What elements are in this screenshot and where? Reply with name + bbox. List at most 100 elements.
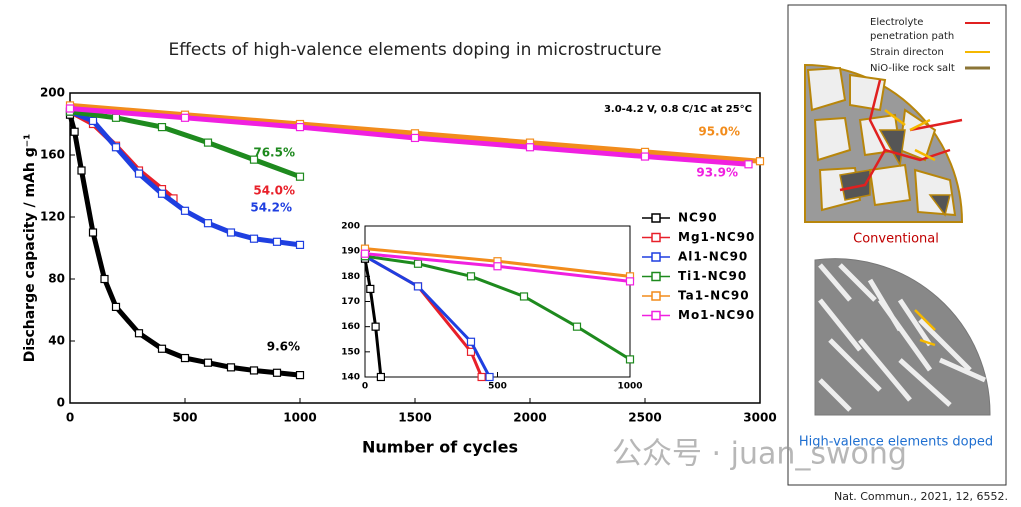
retention-label: 9.6% (267, 340, 300, 354)
legend-marker (651, 252, 661, 262)
data-point (203, 358, 213, 367)
legend-marker (651, 291, 661, 301)
data-point (477, 372, 486, 382)
y-tick-label: 160 (341, 322, 360, 332)
data-point (134, 169, 144, 178)
x-tick-label: 500 (172, 411, 197, 425)
x-tick-label: 1500 (398, 411, 431, 425)
x-tick-label: 0 (362, 382, 368, 392)
data-point (226, 228, 236, 237)
legend-label: Ta1-NC90 (678, 289, 750, 303)
data-point (413, 259, 423, 268)
retention-label: 54.0% (253, 184, 295, 198)
conventional-particle (804, 63, 964, 223)
data-point (88, 228, 98, 237)
retention-label: 93.9% (696, 166, 738, 180)
y-tick-label: 80 (48, 272, 65, 286)
y-tick-label: 180 (341, 272, 360, 282)
series-line (69, 109, 301, 180)
data-point (88, 116, 98, 126)
diagram-legend-label: NiO-like rock salt (870, 63, 955, 74)
retention-label: 95.0% (698, 125, 740, 139)
data-point (77, 166, 86, 175)
data-point (134, 329, 144, 338)
series-line (363, 258, 383, 378)
x-tick-label: 1000 (617, 382, 642, 392)
data-point (65, 104, 75, 113)
diagram-legend-line: penetration path (870, 31, 954, 42)
retention-label: 54.2% (250, 201, 292, 215)
data-point (157, 189, 167, 198)
data-point (70, 127, 79, 136)
data-point (493, 262, 502, 271)
data-point (180, 353, 190, 363)
inset-frame (364, 225, 631, 378)
annotation: 3.0-4.2 V, 0.8 C/1C at 25°C (604, 104, 752, 115)
legend-label: NC90 (678, 211, 718, 225)
y-tick-label: 200 (40, 86, 65, 100)
data-point (272, 237, 282, 246)
y-tick-label: 150 (341, 347, 360, 357)
data-point (466, 337, 476, 346)
x-tick-label: 2500 (628, 411, 661, 425)
x-tick-label: 0 (66, 411, 74, 425)
data-point (249, 366, 259, 375)
data-point (272, 368, 282, 377)
y-tick-label: 140 (341, 373, 360, 383)
x-tick-label: 3000 (743, 411, 776, 425)
caption: Conventional (853, 232, 939, 247)
diagram-legend-line: Electrolyte (870, 17, 923, 28)
legend-label: Mg1-NC90 (678, 230, 755, 244)
doped-particle (814, 258, 991, 416)
x-tick-label: 2000 (513, 411, 546, 425)
data-point (371, 322, 380, 331)
data-point (157, 344, 167, 353)
data-point (295, 240, 305, 249)
data-point (466, 347, 476, 356)
diagram-legend-label: Electrolyte penetration path (870, 17, 954, 42)
data-point (360, 249, 370, 258)
data-point (111, 302, 121, 311)
title: Effects of high-valence elements doping … (168, 40, 661, 60)
data-point (295, 122, 305, 132)
data-point (249, 155, 259, 164)
diagram-legend (965, 22, 990, 70)
data-point (410, 133, 420, 143)
y-tick-label: 120 (40, 210, 65, 224)
data-point (180, 113, 190, 122)
data-point (180, 206, 190, 215)
data-point (366, 284, 375, 294)
data-point (203, 138, 213, 147)
data-point (100, 274, 109, 284)
retention-label: 76.5% (253, 146, 295, 160)
data-point (625, 355, 635, 364)
data-point (572, 322, 582, 331)
data-point (640, 152, 650, 161)
y-tick-label: 40 (48, 334, 65, 348)
watermark: 公众号 · juan_swong (612, 437, 907, 472)
caption: High-valence elements doped (799, 435, 993, 450)
legend-label: Ti1-NC90 (678, 269, 747, 283)
data-point (466, 272, 476, 281)
data-point (295, 172, 305, 181)
y-tick-label: 170 (341, 297, 360, 307)
y-tick-label: 0 (57, 396, 65, 410)
data-point (111, 143, 121, 152)
data-point (413, 282, 423, 291)
x-tick-label: 500 (488, 382, 507, 392)
data-point (203, 219, 213, 228)
legend-marker (651, 232, 661, 243)
x-axis-label: Number of cycles (362, 438, 518, 457)
data-point (485, 372, 494, 382)
legend-label: Al1-NC90 (678, 250, 748, 264)
data-point (376, 372, 385, 382)
data-point (111, 113, 121, 122)
series-line (364, 254, 491, 378)
data-point (525, 143, 535, 152)
y-tick-label: 200 (341, 222, 360, 232)
y-tick-label: 160 (40, 148, 65, 162)
legend-marker (651, 310, 661, 321)
data-point (744, 160, 753, 169)
